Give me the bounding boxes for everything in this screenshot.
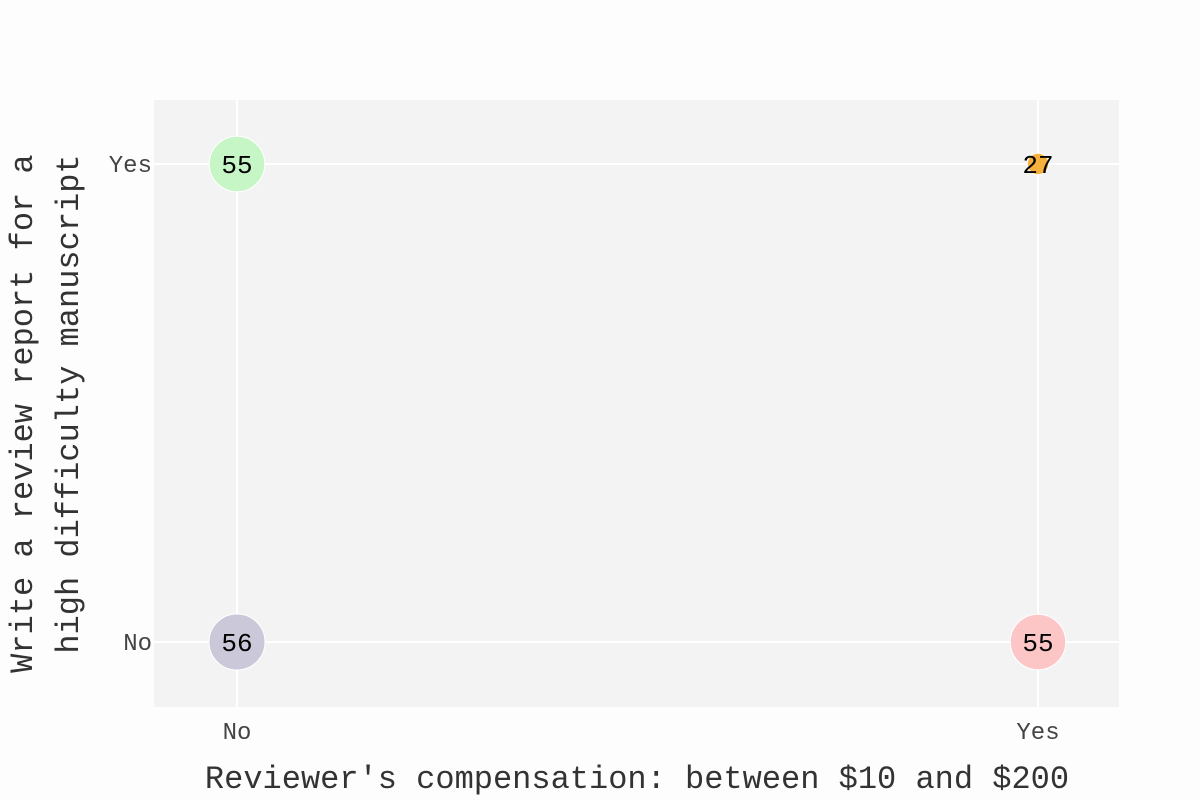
bubble-marker bbox=[1026, 152, 1050, 176]
data-point-yes-yes: 27 bbox=[1022, 151, 1053, 181]
x-tick-label-yes: Yes bbox=[1016, 720, 1059, 747]
bubble-marker bbox=[1009, 613, 1067, 671]
y-tick-label-yes: Yes bbox=[109, 153, 152, 180]
bubble-value-label: 55 bbox=[221, 151, 252, 181]
data-point-yes-no: 55 bbox=[1009, 613, 1067, 671]
bubble-value-label: 27 bbox=[1022, 151, 1053, 181]
data-point-no-yes: 55 bbox=[208, 135, 266, 193]
bubble-value-label: 55 bbox=[1022, 629, 1053, 659]
y-axis-ticks: No Yes bbox=[109, 153, 152, 658]
plot-background bbox=[154, 100, 1119, 707]
y-tick-label-no: No bbox=[123, 631, 152, 658]
x-axis-title: Reviewer's compensation: between $10 and… bbox=[205, 761, 1069, 798]
x-axis-ticks: No Yes bbox=[223, 720, 1060, 747]
y-axis-title-line-1: Write a review report for a bbox=[5, 154, 42, 672]
y-axis-title-line-2: high difficulty manuscript bbox=[51, 154, 88, 653]
bubble-value-label: 56 bbox=[221, 629, 252, 659]
data-point-no-no: 56 bbox=[208, 613, 266, 671]
grid-lines bbox=[154, 100, 1119, 707]
data-points: 55 27 56 55 bbox=[208, 135, 1067, 671]
y-axis-title: Write a review report for a high difficu… bbox=[5, 135, 88, 673]
bubble-marker bbox=[208, 135, 266, 193]
x-tick-label-no: No bbox=[223, 720, 252, 747]
bubble-marker bbox=[208, 613, 266, 671]
